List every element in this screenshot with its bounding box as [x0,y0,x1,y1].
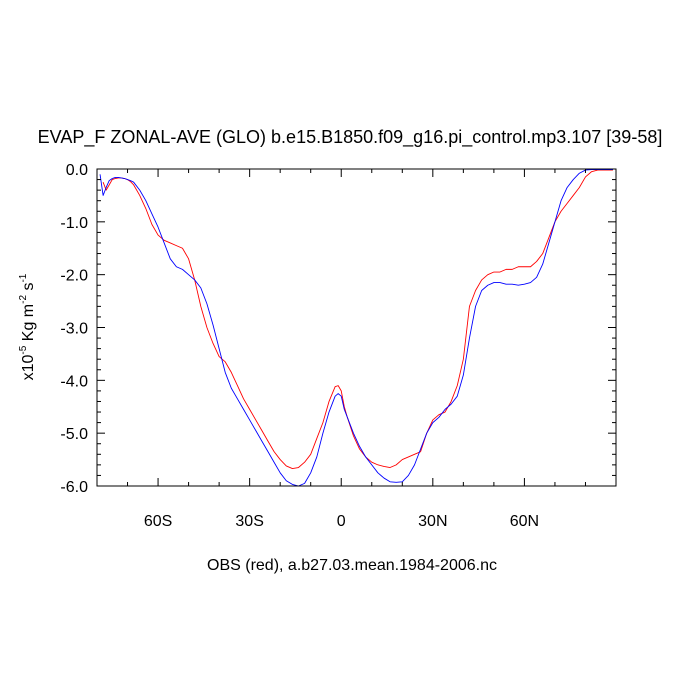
series-line-model [99,169,613,487]
y-label-unit2: s [20,283,37,295]
tick-layer [96,168,617,487]
chart-title: EVAP_F ZONAL-AVE (GLO) b.e15.B1850.f09_g… [38,127,663,148]
y-axis-label: x10-5 Kg m-2 s-1 [18,273,37,380]
y-tick-label: -6.0 [60,479,88,496]
plot-frame [96,168,617,487]
y-label-unit: Kg m [20,304,37,346]
y-tick-label: -1.0 [60,215,88,232]
x-tick-label: 30S [235,513,263,530]
y-tick-label: 0.0 [66,162,88,179]
tick-label-layer: 60S 30S 0 30N 60N 0.0 -1.0 -2.0 -3.0 -4.0 -5.0 -6.0 [60,162,539,530]
series-line-obs [102,169,613,470]
y-tick-label: -2.0 [60,268,88,285]
series-layer [99,169,613,487]
x-tick-label: 30N [418,513,447,530]
y-label-exp1: -5 [18,345,29,354]
x-tick-label: 60S [144,513,172,530]
x-axis-label: OBS (red), a.b27.03.mean.1984-2006.nc [207,557,497,574]
y-label-exp3: -1 [18,273,29,282]
x-tick-label: 0 [337,513,346,530]
x-tick-label: 60N [510,513,539,530]
y-label-base: x10 [20,354,37,380]
y-tick-label: -5.0 [60,426,88,443]
y-label-exp2: -2 [18,295,29,304]
y-tick-label: -3.0 [60,321,88,338]
y-tick-label: -4.0 [60,373,88,390]
